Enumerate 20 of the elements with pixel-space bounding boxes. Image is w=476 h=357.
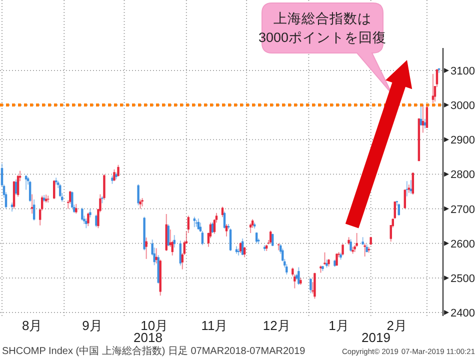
text: 上海総合指数は 3000ポイントを回復 [258,11,387,45]
x-tick-label: 2月 [386,318,408,333]
text: SHCOMP Index (中国 上海総合指数) 日足 07MAR2018-07MAR2019 [2,345,306,357]
y-tick-label: 2800 [450,169,475,182]
candlestick [394,201,396,220]
x-tick-label: 9月 [82,318,102,333]
x-tick-label: 8月 [22,318,42,333]
x-tick-label: 11月 [201,318,228,333]
x-tick-label: 1月 [328,318,349,333]
y-tick-label: 2500 [450,272,475,285]
text: 2019 [362,330,390,345]
y-tick-label: 2900 [450,134,475,147]
y-tick-label: 3000 [450,100,475,112]
x-tick-label: 12月 [262,318,290,333]
x-tick-label: 10月 [140,318,168,333]
y-tick-label: 3100 [450,65,475,78]
y-tick-label: 2400 [450,308,475,320]
text: 2018 [134,330,162,345]
y-tick-label: 2700 [450,204,475,216]
y-tick-label: 2600 [450,238,475,250]
